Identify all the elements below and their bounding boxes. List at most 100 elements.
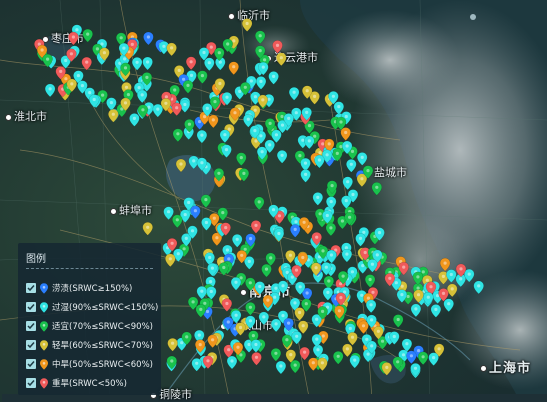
soil-moisture-pin-icon[interactable]	[194, 339, 206, 353]
legend-item[interactable]: 涝渍(SRWC≥150%)	[26, 279, 132, 297]
soil-moisture-pin-icon[interactable]	[283, 113, 294, 127]
soil-moisture-pin-icon[interactable]	[209, 96, 221, 110]
checkbox-icon[interactable]	[26, 378, 36, 388]
soil-moisture-pin-icon[interactable]	[221, 91, 233, 106]
soil-moisture-pin-icon[interactable]	[355, 233, 366, 247]
soil-moisture-pin-icon[interactable]	[366, 314, 377, 329]
soil-moisture-pin-icon[interactable]	[88, 94, 100, 108]
legend-item[interactable]: 轻旱(60%≤SRWC<70%)	[26, 336, 153, 354]
soil-moisture-pin-icon[interactable]	[268, 204, 279, 219]
soil-moisture-pin-icon[interactable]	[308, 357, 319, 372]
soil-moisture-pin-icon[interactable]	[184, 118, 195, 133]
soil-moisture-pin-icon[interactable]	[68, 31, 79, 46]
soil-moisture-pin-icon[interactable]	[417, 351, 429, 366]
soil-moisture-pin-icon[interactable]	[264, 118, 276, 132]
soil-moisture-pin-icon[interactable]	[317, 357, 328, 372]
soil-moisture-pin-icon[interactable]	[190, 205, 201, 220]
soil-moisture-pin-icon[interactable]	[187, 225, 198, 240]
soil-moisture-pin-icon[interactable]	[276, 150, 288, 164]
soil-moisture-pin-icon[interactable]	[166, 238, 178, 252]
soil-moisture-pin-icon[interactable]	[396, 289, 408, 303]
soil-moisture-pin-icon[interactable]	[217, 207, 229, 221]
soil-moisture-pin-icon[interactable]	[362, 165, 374, 179]
soil-moisture-pin-icon[interactable]	[60, 55, 71, 69]
soil-moisture-pin-icon[interactable]	[335, 116, 347, 131]
soil-moisture-pin-icon[interactable]	[244, 256, 255, 270]
soil-moisture-pin-icon[interactable]	[301, 107, 312, 121]
soil-moisture-pin-icon[interactable]	[322, 210, 333, 224]
soil-moisture-pin-icon[interactable]	[297, 320, 309, 335]
soil-moisture-pin-icon[interactable]	[165, 253, 176, 268]
soil-moisture-pin-icon[interactable]	[186, 70, 197, 84]
soil-moisture-pin-icon[interactable]	[276, 52, 287, 67]
soil-moisture-pin-icon[interactable]	[36, 44, 48, 59]
soil-moisture-pin-icon[interactable]	[108, 108, 119, 123]
soil-moisture-pin-icon[interactable]	[106, 97, 117, 111]
soil-moisture-pin-icon[interactable]	[304, 135, 315, 150]
soil-moisture-pin-icon[interactable]	[142, 56, 153, 71]
soil-moisture-pin-icon[interactable]	[143, 31, 154, 46]
soil-moisture-pin-icon[interactable]	[335, 292, 347, 306]
soil-moisture-pin-icon[interactable]	[273, 228, 285, 242]
soil-moisture-pin-icon[interactable]	[271, 129, 282, 144]
soil-moisture-pin-icon[interactable]	[258, 311, 270, 326]
soil-moisture-pin-icon[interactable]	[243, 113, 254, 128]
soil-moisture-pin-icon[interactable]	[204, 252, 215, 266]
legend-item[interactable]: 重旱(SRWC<50%)	[26, 374, 127, 392]
soil-moisture-pin-icon[interactable]	[191, 358, 202, 372]
soil-moisture-pin-icon[interactable]	[257, 94, 269, 109]
soil-moisture-pin-icon[interactable]	[285, 249, 296, 264]
soil-moisture-pin-icon[interactable]	[245, 302, 256, 316]
soil-moisture-pin-icon[interactable]	[389, 331, 400, 345]
soil-moisture-pin-icon[interactable]	[365, 299, 377, 314]
soil-moisture-pin-icon[interactable]	[182, 80, 194, 94]
soil-moisture-pin-icon[interactable]	[208, 114, 219, 129]
soil-moisture-pin-icon[interactable]	[158, 41, 170, 55]
soil-moisture-pin-icon[interactable]	[425, 281, 437, 296]
soil-moisture-pin-icon[interactable]	[294, 307, 305, 321]
soil-moisture-pin-icon[interactable]	[439, 257, 451, 272]
legend-item[interactable]: 过湿(90%≤SRWC<150%)	[26, 298, 158, 316]
soil-moisture-pin-icon[interactable]	[120, 62, 131, 77]
soil-moisture-pin-icon[interactable]	[222, 38, 233, 53]
soil-moisture-pin-icon[interactable]	[226, 355, 238, 370]
soil-moisture-pin-icon[interactable]	[129, 113, 140, 127]
soil-moisture-pin-icon[interactable]	[195, 304, 207, 318]
soil-moisture-pin-icon[interactable]	[166, 42, 177, 57]
soil-moisture-pin-icon[interactable]	[77, 80, 88, 94]
soil-moisture-pin-icon[interactable]	[337, 270, 349, 285]
soil-moisture-pin-icon[interactable]	[344, 212, 355, 226]
soil-moisture-pin-icon[interactable]	[412, 271, 424, 286]
soil-moisture-pin-icon[interactable]	[406, 350, 417, 365]
soil-moisture-pin-icon[interactable]	[197, 70, 208, 84]
soil-moisture-pin-icon[interactable]	[218, 262, 230, 276]
soil-moisture-pin-icon[interactable]	[99, 47, 110, 62]
soil-moisture-pin-icon[interactable]	[183, 197, 194, 211]
soil-moisture-pin-icon[interactable]	[202, 103, 213, 117]
soil-moisture-pin-icon[interactable]	[236, 250, 247, 264]
soil-moisture-pin-icon[interactable]	[473, 280, 484, 295]
soil-moisture-pin-icon[interactable]	[261, 263, 272, 278]
soil-moisture-pin-icon[interactable]	[373, 326, 384, 340]
soil-moisture-pin-icon[interactable]	[381, 362, 393, 376]
soil-moisture-pin-icon[interactable]	[230, 276, 242, 291]
soil-moisture-pin-icon[interactable]	[250, 220, 262, 234]
soil-moisture-pin-icon[interactable]	[204, 57, 215, 72]
soil-moisture-pin-icon[interactable]	[309, 91, 320, 105]
soil-moisture-pin-icon[interactable]	[241, 18, 253, 32]
checkbox-icon[interactable]	[26, 283, 36, 293]
soil-moisture-pin-icon[interactable]	[198, 47, 210, 61]
soil-moisture-pin-icon[interactable]	[285, 349, 297, 363]
soil-moisture-pin-icon[interactable]	[245, 233, 256, 247]
soil-moisture-pin-icon[interactable]	[202, 355, 214, 370]
checkbox-icon[interactable]	[26, 340, 36, 350]
soil-moisture-pin-icon[interactable]	[332, 351, 344, 365]
soil-moisture-pin-icon[interactable]	[215, 56, 226, 71]
soil-moisture-pin-icon[interactable]	[341, 140, 353, 155]
soil-moisture-pin-icon[interactable]	[179, 99, 191, 113]
soil-moisture-pin-icon[interactable]	[272, 40, 283, 54]
soil-moisture-pin-icon[interactable]	[270, 348, 282, 362]
soil-moisture-pin-icon[interactable]	[214, 78, 226, 92]
soil-moisture-pin-icon[interactable]	[171, 102, 182, 117]
